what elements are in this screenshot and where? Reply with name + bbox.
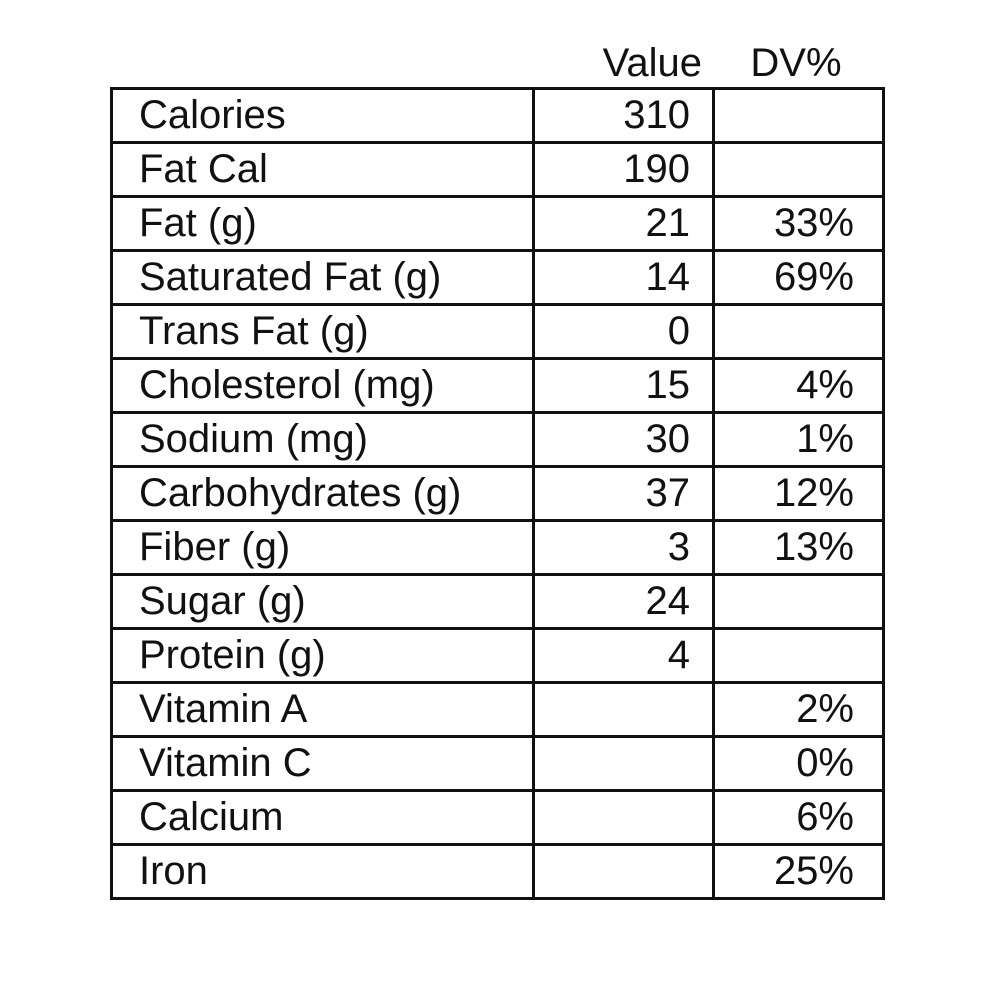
nutrient-value-cell [532,681,715,738]
table-row: Vitamin C 0% [110,735,885,792]
nutrient-name-cell: Calcium [110,789,535,846]
table-header: Value DV% [110,40,882,86]
nutrient-dv-cell: 33% [712,195,885,252]
nutrient-name-cell: Trans Fat (g) [110,303,535,360]
table-row: Cholesterol (mg) 15 4% [110,357,885,414]
nutrient-name-cell: Calories [110,87,535,144]
nutrient-value-cell: 15 [532,357,715,414]
nutrient-name-cell: Iron [110,843,535,900]
nutrient-value-cell: 4 [532,627,715,684]
nutrient-dv-cell [712,303,885,360]
nutrient-value-cell: 30 [532,411,715,468]
table-row: Carbohydrates (g) 37 12% [110,465,885,522]
table-row: Sodium (mg) 30 1% [110,411,885,468]
nutrition-table-body: Calories 310 Fat Cal 190 Fat (g) 21 33% Saturat… [110,87,885,900]
nutrient-name-cell: Saturated Fat (g) [110,249,535,306]
nutrient-name-cell: Carbohydrates (g) [110,465,535,522]
nutrient-value-cell: 14 [532,249,715,306]
table-row: Sugar (g) 24 [110,573,885,630]
nutrient-value-cell: 310 [532,87,715,144]
nutrient-name-cell: Protein (g) [110,627,535,684]
nutrient-dv-cell [712,627,885,684]
table-row: Vitamin A 2% [110,681,885,738]
table-row: Fat Cal 190 [110,141,885,198]
nutrient-name-cell: Sugar (g) [110,573,535,630]
table-row: Protein (g) 4 [110,627,885,684]
nutrient-dv-cell: 4% [712,357,885,414]
nutrition-table: Calories 310 Fat Cal 190 Fat (g) 21 33% Saturat… [110,87,885,900]
dv-column-header: DV% [750,41,842,85]
nutrient-value-cell: 190 [532,141,715,198]
nutrient-name-cell: Cholesterol (mg) [110,357,535,414]
nutrient-name-cell: Fat Cal [110,141,535,198]
nutrient-dv-cell: 69% [712,249,885,306]
nutrient-value-cell [532,789,715,846]
nutrient-value-cell: 24 [532,573,715,630]
table-row: Fiber (g) 3 13% [110,519,885,576]
nutrient-value-cell: 37 [532,465,715,522]
nutrient-name-cell: Fiber (g) [110,519,535,576]
table-row: Iron 25% [110,843,885,900]
nutrient-value-cell: 0 [532,303,715,360]
nutrient-dv-cell: 25% [712,843,885,900]
nutrient-dv-cell: 12% [712,465,885,522]
nutrient-dv-cell: 2% [712,681,885,738]
nutrient-dv-cell [712,573,885,630]
nutrient-dv-cell: 0% [712,735,885,792]
table-row: Saturated Fat (g) 14 69% [110,249,885,306]
nutrient-name-cell: Fat (g) [110,195,535,252]
nutrient-name-cell: Vitamin C [110,735,535,792]
nutrient-value-cell: 3 [532,519,715,576]
table-row: Calcium 6% [110,789,885,846]
nutrient-dv-cell: 6% [712,789,885,846]
nutrient-value-cell [532,843,715,900]
nutrient-dv-cell: 1% [712,411,885,468]
table-row: Calories 310 [110,87,885,144]
nutrient-value-cell [532,735,715,792]
table-row: Trans Fat (g) 0 [110,303,885,360]
table-row: Fat (g) 21 33% [110,195,885,252]
nutrient-dv-cell: 13% [712,519,885,576]
value-column-header: Value [602,41,702,85]
nutrient-dv-cell [712,141,885,198]
nutrient-dv-cell [712,87,885,144]
nutrient-name-cell: Vitamin A [110,681,535,738]
nutrient-value-cell: 21 [532,195,715,252]
nutrient-name-cell: Sodium (mg) [110,411,535,468]
